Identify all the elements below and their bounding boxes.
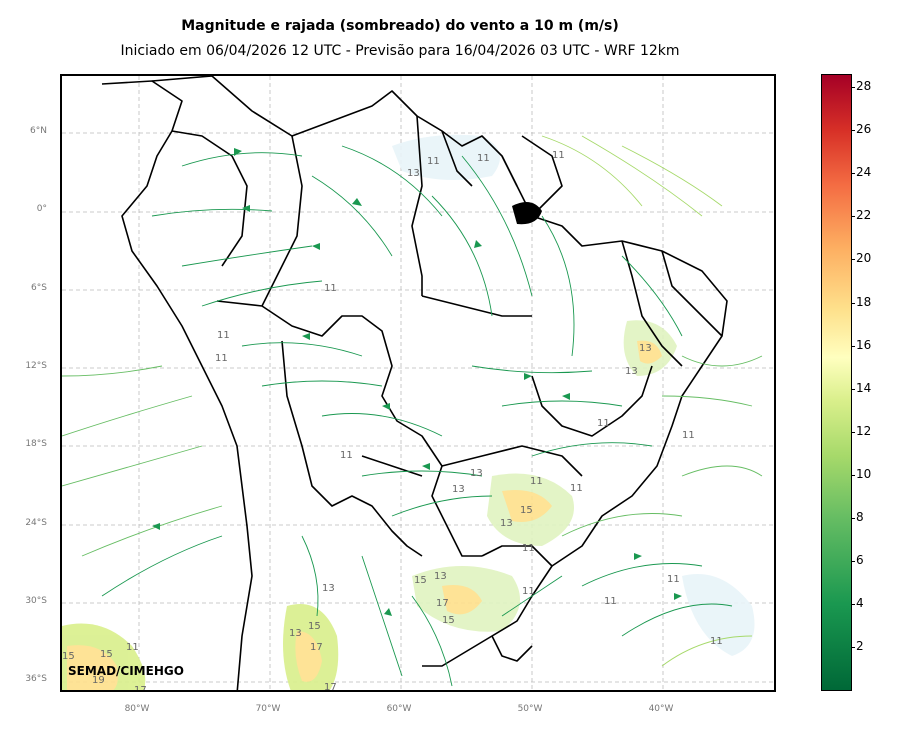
contour-label: 11: [604, 596, 617, 607]
contour-label: 11: [667, 574, 680, 585]
colorbar-tick: 2: [851, 639, 864, 653]
contour-label: 15: [520, 505, 533, 516]
colorbar-tick: 18: [850, 295, 872, 309]
wind-shading: [62, 134, 755, 690]
contour-label: 13: [322, 583, 335, 594]
contour-label: 15: [442, 615, 455, 626]
contour-label: 11: [427, 156, 440, 167]
contour-label: 11: [570, 483, 583, 494]
contour-label: 11: [597, 418, 610, 429]
colorbar-tick: 14: [850, 381, 872, 395]
marajo-island: [512, 202, 542, 225]
contour-label: 15: [100, 649, 113, 660]
contour-label: 11: [682, 430, 695, 441]
colorbar-tick: 10: [850, 467, 872, 481]
lat-label: 30°S: [25, 596, 47, 606]
contour-labels: 13 11 11 11 11 11 11 13 13 11 11 11 13 1…: [62, 150, 723, 692]
lon-label: 80°W: [124, 704, 150, 714]
contour-label: 15: [414, 575, 427, 586]
contour-label: 19: [92, 675, 105, 686]
lon-label: 50°W: [517, 704, 543, 714]
colorbar-tick: 12: [850, 424, 872, 438]
contour-label: 17: [310, 642, 323, 653]
colorbar-tick: 22: [850, 208, 872, 222]
lat-label: 0°: [36, 204, 47, 214]
contour-label: 11: [126, 642, 139, 653]
colorbar-tick: 20: [850, 251, 872, 265]
lat-label: 18°S: [25, 439, 47, 449]
colorbar-tick: 24: [850, 165, 872, 179]
contour-label: 13: [625, 366, 638, 377]
lat-label: 12°S: [25, 361, 47, 371]
credit-label: SEMAD/CIMEHGO: [68, 664, 184, 678]
borders: [101, 76, 728, 690]
contour-label: 11: [522, 543, 535, 554]
colorbar-tick: 28: [850, 79, 872, 93]
lat-label: 6°S: [31, 283, 47, 293]
contour-label: 15: [308, 621, 321, 632]
contour-label: 11: [477, 153, 490, 164]
map-canvas: 13 11 11 11 11 11 11 13 13 11 11 11 13 1…: [62, 76, 774, 692]
colorbar-tick: 6: [851, 553, 864, 567]
contour-label: 13: [407, 168, 420, 179]
colorbar-tick: 16: [850, 338, 872, 352]
contour-label: 11: [552, 150, 565, 161]
wind-map: 13 11 11 11 11 11 11 13 13 11 11 11 13 1…: [60, 74, 776, 692]
colorbar: [821, 74, 852, 691]
lon-label: 70°W: [255, 704, 281, 714]
contour-label: 13: [639, 343, 652, 354]
contour-label: 13: [470, 468, 483, 479]
lat-label: 24°S: [25, 518, 47, 528]
colorbar-tick: 8: [851, 510, 864, 524]
contour-label: 13: [500, 518, 513, 529]
contour-label: 11: [215, 353, 228, 364]
contour-label: 11: [530, 476, 543, 487]
contour-label: 17: [436, 598, 449, 609]
colorbar-tick: 4: [851, 596, 864, 610]
contour-label: 11: [710, 636, 723, 647]
map-title: Magnitude e rajada (sombreado) do vento …: [181, 18, 619, 34]
colorbar-tick: 26: [850, 122, 872, 136]
lat-label: 36°S: [25, 674, 47, 684]
lon-label: 60°W: [386, 704, 412, 714]
contour-label: 13: [452, 484, 465, 495]
contour-label: 11: [217, 330, 230, 341]
lat-label: 6°N: [30, 126, 47, 136]
lon-label: 40°W: [648, 704, 674, 714]
stream-arrows: [152, 148, 682, 616]
contour-label: 11: [522, 586, 535, 597]
contour-label: 11: [324, 283, 337, 294]
contour-label: 13: [434, 571, 447, 582]
contour-label: 17: [324, 682, 337, 692]
map-subtitle: Iniciado em 06/04/2026 12 UTC - Previsão…: [120, 43, 680, 59]
streamlines: [62, 135, 763, 687]
contour-label: 11: [340, 450, 353, 461]
contour-label: 15: [62, 651, 75, 662]
contour-label: 13: [289, 628, 302, 639]
contour-label: 17: [134, 685, 147, 692]
